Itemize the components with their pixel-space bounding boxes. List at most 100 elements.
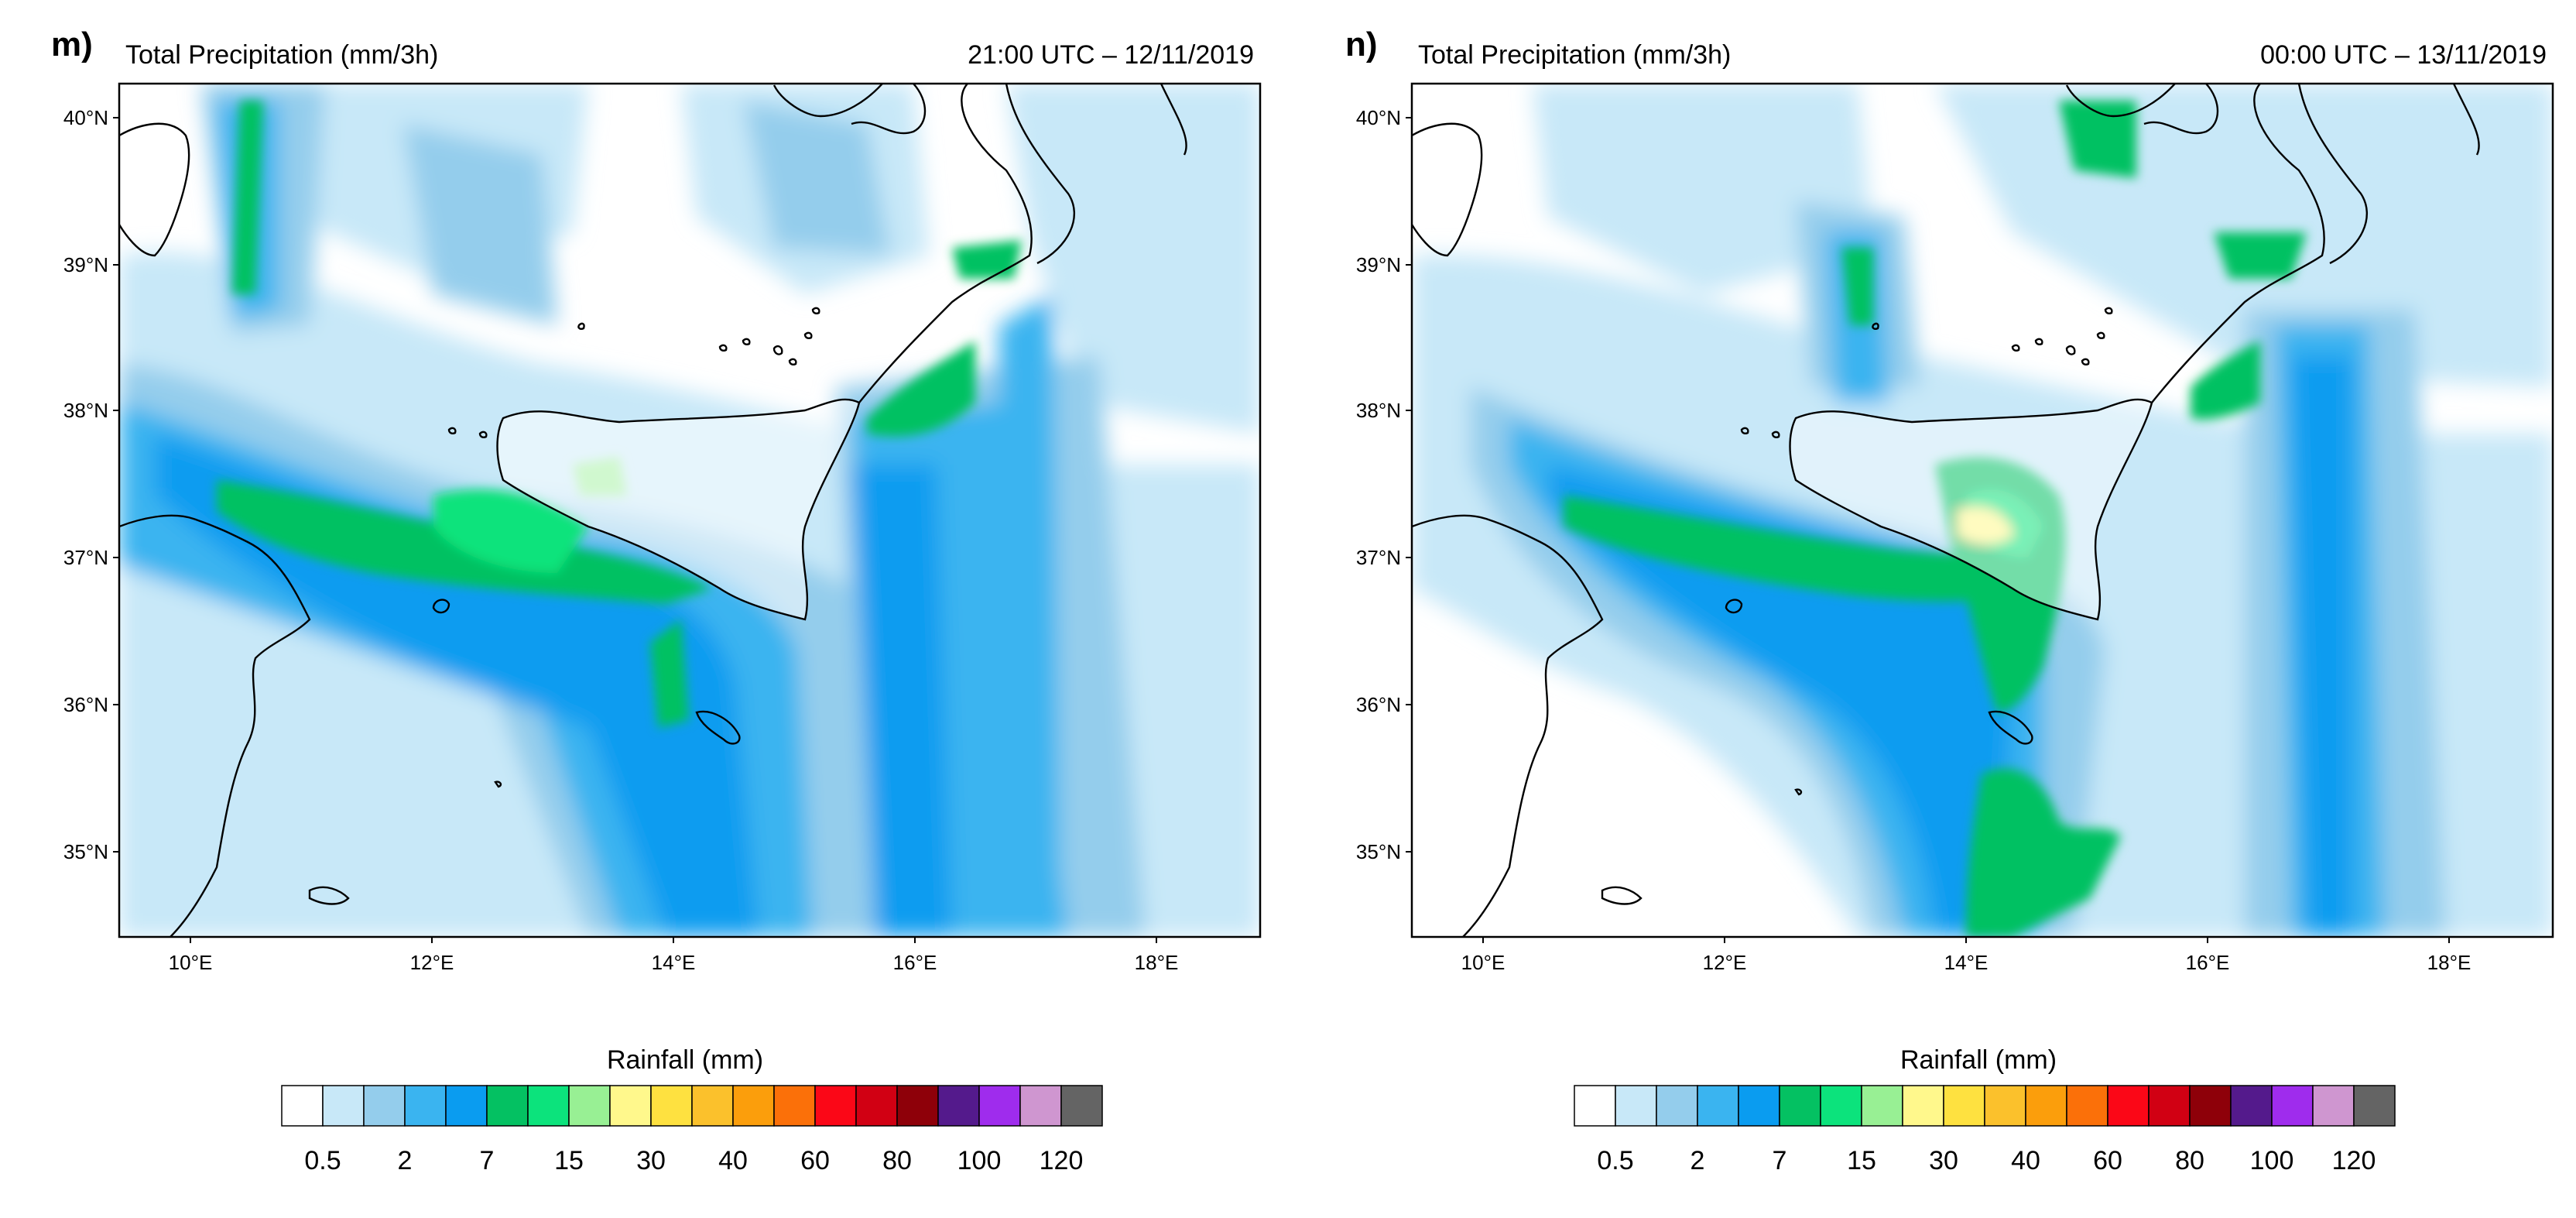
colorbar-label: 15 (1847, 1146, 1876, 1175)
panel-n: n) Total Precipitation (mm/3h) 00:00 UTC… (1345, 26, 2554, 1175)
colorbar-swatch (2189, 1085, 2232, 1127)
panel-title: Total Precipitation (mm/3h) (125, 40, 438, 70)
colorbar-swatch (1615, 1085, 1657, 1127)
colorbar-swatch (2107, 1085, 2150, 1127)
colorbar-swatch (2148, 1085, 2191, 1127)
colorbar-swatch (527, 1085, 570, 1127)
lon-tick-label: 18°E (1135, 951, 1179, 974)
colorbar-label: 30 (1929, 1146, 1958, 1175)
colorbar-label: 60 (800, 1146, 830, 1175)
colorbar-swatch (2353, 1085, 2396, 1127)
lat-tick-label: 35°N (1356, 840, 1401, 863)
colorbar-label: 60 (2093, 1146, 2122, 1175)
lon-tick-label: 16°E (893, 951, 937, 974)
colorbar-label: 80 (2175, 1146, 2204, 1175)
colorbar-swatch (691, 1085, 734, 1127)
colorbar-swatch (1779, 1085, 1821, 1127)
colorbar-swatch (404, 1085, 447, 1127)
coastlines (1412, 84, 2480, 937)
lat-tick-label: 40°N (1356, 106, 1401, 129)
colorbar-swatch (1820, 1085, 1862, 1127)
lat-tick-label: 35°N (63, 840, 108, 863)
colorbar-swatch (322, 1085, 365, 1127)
colorbar-label: 120 (1040, 1146, 1084, 1175)
panel-letter: m) (51, 26, 93, 63)
colorbar-swatch (1861, 1085, 1903, 1127)
lon-tick-label: 16°E (2186, 951, 2230, 974)
lat-tick-label: 38°N (63, 399, 108, 422)
colorbar-swatch (1656, 1085, 1698, 1127)
colorbar-title: Rainfall (mm) (1900, 1045, 2057, 1075)
colorbar-swatch (2066, 1085, 2108, 1127)
lon-tick-label: 14°E (652, 951, 696, 974)
colorbar-label: 100 (957, 1146, 1002, 1175)
lat-tick-label: 37°N (63, 546, 108, 569)
colorbar-swatch (1943, 1085, 1985, 1127)
colorbar-swatch (486, 1085, 529, 1127)
lon-tick-label: 12°E (410, 951, 454, 974)
colorbar-swatch (2230, 1085, 2273, 1127)
colorbar: 0.5 2 7 15 30 40 60 80 100 120 (281, 1085, 1103, 1175)
lat-tick-label: 36°N (1356, 693, 1401, 716)
colorbar-swatch (650, 1085, 693, 1127)
map-frame (118, 82, 1262, 938)
colorbar-label: 40 (718, 1146, 748, 1175)
lon-tick-label: 14°E (1944, 951, 1989, 974)
colorbar-swatch (855, 1085, 898, 1127)
colorbar-title: Rainfall (mm) (607, 1045, 763, 1075)
lat-tick-label: 36°N (63, 693, 108, 716)
colorbar-label: 7 (1773, 1146, 1787, 1175)
colorbar-swatch (1019, 1085, 1062, 1127)
colorbar-swatch (2271, 1085, 2314, 1127)
lat-tick-label: 39°N (1356, 253, 1401, 276)
colorbar-label: 2 (1690, 1146, 1705, 1175)
colorbar-swatch (2025, 1085, 2067, 1127)
colorbar-swatch (1984, 1085, 2026, 1127)
precipitation-field (1412, 84, 2553, 937)
colorbar-swatch (2312, 1085, 2355, 1127)
map-frame (1410, 82, 2554, 938)
colorbar-label: 120 (2332, 1146, 2376, 1175)
colorbar-label: 0.5 (1597, 1146, 1633, 1175)
panel-time: 00:00 UTC – 13/11/2019 (2260, 40, 2547, 70)
colorbar: 0.5 2 7 15 30 40 60 80 100 120 (1574, 1085, 2396, 1175)
panel-letter: n) (1345, 26, 1378, 63)
lon-tick-label: 12°E (1703, 951, 1747, 974)
panel-m: m) Total Precipitation (mm/3h) 21:00 UTC… (51, 26, 1262, 1175)
colorbar-swatch (937, 1085, 980, 1127)
colorbar-label: 15 (554, 1146, 584, 1175)
colorbar-swatch (978, 1085, 1021, 1127)
map-axes: 40°N 39°N 38°N 37°N 36°N 35°N 10°E 12°E 14°E 16°E… (1356, 106, 2471, 974)
colorbar-label: 7 (480, 1146, 495, 1175)
colorbar-swatch (1060, 1085, 1103, 1127)
colorbar-swatch (1902, 1085, 1944, 1127)
colorbar-label: 100 (2250, 1146, 2294, 1175)
colorbar-swatch (1574, 1085, 1616, 1127)
lat-tick-label: 37°N (1356, 546, 1401, 569)
lon-tick-label: 10°E (169, 951, 213, 974)
colorbar-label: 2 (398, 1146, 413, 1175)
colorbar-swatch (814, 1085, 857, 1127)
colorbar-label: 40 (2011, 1146, 2040, 1175)
colorbar-swatch (445, 1085, 488, 1127)
map-axes: 40°N 39°N 38°N 37°N 36°N 35°N 10°E 12°E 14°E 16°E… (63, 106, 1178, 974)
lat-tick-label: 39°N (63, 253, 108, 276)
colorbar-swatch (896, 1085, 939, 1127)
colorbar-label: 30 (636, 1146, 666, 1175)
lat-tick-label: 40°N (63, 106, 108, 129)
colorbar-label: 80 (882, 1146, 912, 1175)
colorbar-swatch (568, 1085, 611, 1127)
panel-title: Total Precipitation (mm/3h) (1418, 40, 1731, 70)
lat-tick-label: 38°N (1356, 399, 1401, 422)
colorbar-swatch (732, 1085, 775, 1127)
panel-time: 21:00 UTC – 12/11/2019 (968, 40, 1254, 70)
coastlines (119, 84, 1187, 937)
colorbar-swatch (773, 1085, 816, 1127)
precipitation-field (119, 84, 1260, 937)
lon-tick-label: 18°E (2427, 951, 2472, 974)
colorbar-swatch (1738, 1085, 1780, 1127)
colorbar-swatch (1697, 1085, 1739, 1127)
lon-tick-label: 10°E (1461, 951, 1506, 974)
colorbar-label: 0.5 (304, 1146, 341, 1175)
